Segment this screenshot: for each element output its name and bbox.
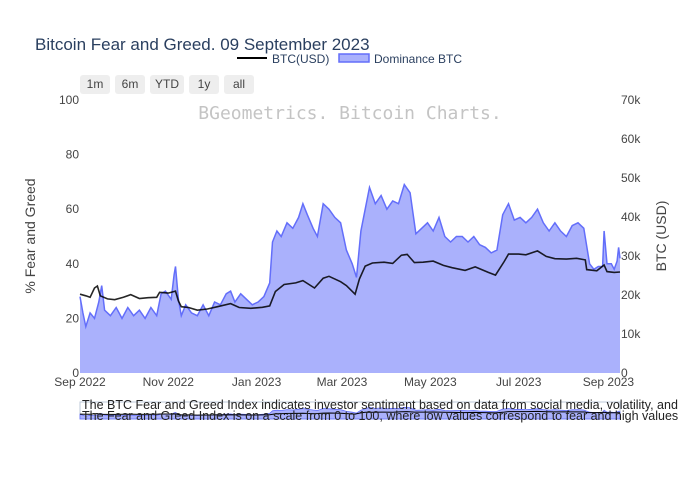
range-button-6m[interactable]: 6m — [115, 75, 145, 94]
note-line-1: The BTC Fear and Greed Index indicates i… — [82, 398, 678, 412]
legend-item-dominance[interactable]: Dominance BTC — [338, 52, 462, 66]
x-tick-label: Sep 2022 — [54, 375, 106, 389]
x-tick-label: Sep 2023 — [583, 375, 635, 389]
dominance-line — [79, 182, 621, 330]
x-axis: Sep 2022 Nov 2022 Jan 2023 Mar 2023 May 2023… — [54, 375, 634, 389]
range-slider[interactable] — [79, 401, 621, 420]
svg-text:YTD: YTD — [155, 77, 179, 91]
y-right-tick-label: 30k — [621, 249, 641, 263]
legend-label-dominance: Dominance BTC — [374, 52, 462, 66]
svg-text:all: all — [233, 77, 245, 91]
y-right-tick-label: 10k — [621, 327, 641, 341]
y-axis-right: 0 10k 20k 30k 40k 50k 60k 70k — [621, 93, 641, 380]
x-tick-label: Nov 2022 — [143, 375, 195, 389]
y-left-tick-label: 40 — [66, 257, 80, 271]
legend[interactable]: BTC(USD) Dominance BTC — [237, 52, 462, 66]
range-slider-btc-line — [79, 410, 620, 416]
range-button-ytd[interactable]: YTD — [150, 75, 184, 94]
legend-label-btc: BTC(USD) — [272, 52, 329, 66]
range-button-1m[interactable]: 1m — [80, 75, 110, 94]
y-left-tick-label: 20 — [66, 311, 80, 325]
y-right-tick-label: 70k — [621, 93, 641, 107]
dominance-area — [80, 184, 620, 373]
x-tick-label: Jan 2023 — [232, 375, 282, 389]
x-tick-label: Jul 2023 — [496, 375, 542, 389]
watermark: BGeometrics. Bitcoin Charts. — [198, 103, 501, 124]
y-axis-right-title: BTC (USD) — [653, 201, 669, 272]
y-left-tick-label: 100 — [59, 93, 79, 107]
y-axis-left: 0 20 40 60 80 100 — [59, 93, 79, 380]
y-left-tick-label: 80 — [66, 148, 80, 162]
x-tick-label: Mar 2023 — [317, 375, 368, 389]
y-right-tick-label: 50k — [621, 171, 641, 185]
y-right-tick-label: 0 — [621, 366, 628, 380]
chart-title: Bitcoin Fear and Greed. 09 September 202… — [35, 35, 370, 54]
svg-text:1y: 1y — [198, 77, 211, 91]
y-left-tick-label: 0 — [72, 366, 79, 380]
y-right-tick-label: 40k — [621, 210, 641, 224]
range-button-all[interactable]: all — [224, 75, 254, 94]
note-line-2: The Fear and Greed Index is on a scale f… — [82, 409, 678, 423]
y-right-tick-label: 60k — [621, 132, 641, 146]
y-right-tick-label: 20k — [621, 288, 641, 302]
svg-text:6m: 6m — [122, 77, 139, 91]
btc-price-line — [79, 250, 621, 312]
range-selector[interactable]: 1m 6m YTD 1y all — [80, 75, 254, 94]
range-button-1y[interactable]: 1y — [189, 75, 219, 94]
plot-area[interactable] — [79, 182, 621, 373]
y-axis-left-title: % Fear and Greed — [22, 178, 38, 293]
svg-text:1m: 1m — [87, 77, 104, 91]
x-tick-label: May 2023 — [404, 375, 457, 389]
legend-item-btc[interactable]: BTC(USD) — [237, 52, 329, 66]
legend-swatch-dominance — [338, 53, 370, 63]
y-left-tick-label: 60 — [66, 202, 80, 216]
